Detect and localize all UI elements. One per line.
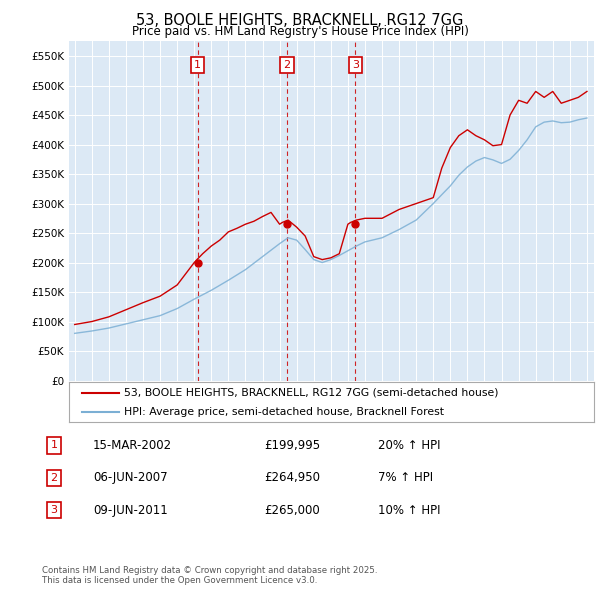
Text: 2: 2: [50, 473, 58, 483]
Text: Price paid vs. HM Land Registry's House Price Index (HPI): Price paid vs. HM Land Registry's House …: [131, 25, 469, 38]
Text: £264,950: £264,950: [264, 471, 320, 484]
Text: 10% ↑ HPI: 10% ↑ HPI: [378, 504, 440, 517]
Text: 15-MAR-2002: 15-MAR-2002: [93, 439, 172, 452]
Text: Contains HM Land Registry data © Crown copyright and database right 2025.
This d: Contains HM Land Registry data © Crown c…: [42, 566, 377, 585]
Text: 20% ↑ HPI: 20% ↑ HPI: [378, 439, 440, 452]
Text: 1: 1: [50, 441, 58, 450]
Text: 1: 1: [194, 60, 201, 70]
Text: HPI: Average price, semi-detached house, Bracknell Forest: HPI: Average price, semi-detached house,…: [124, 407, 444, 417]
Text: 3: 3: [50, 506, 58, 515]
Text: 53, BOOLE HEIGHTS, BRACKNELL, RG12 7GG (semi-detached house): 53, BOOLE HEIGHTS, BRACKNELL, RG12 7GG (…: [124, 388, 499, 398]
Text: 09-JUN-2011: 09-JUN-2011: [93, 504, 168, 517]
Text: £199,995: £199,995: [264, 439, 320, 452]
Text: 2: 2: [283, 60, 290, 70]
Text: 53, BOOLE HEIGHTS, BRACKNELL, RG12 7GG: 53, BOOLE HEIGHTS, BRACKNELL, RG12 7GG: [136, 13, 464, 28]
Text: 06-JUN-2007: 06-JUN-2007: [93, 471, 167, 484]
Text: 7% ↑ HPI: 7% ↑ HPI: [378, 471, 433, 484]
Text: 3: 3: [352, 60, 359, 70]
Text: £265,000: £265,000: [264, 504, 320, 517]
